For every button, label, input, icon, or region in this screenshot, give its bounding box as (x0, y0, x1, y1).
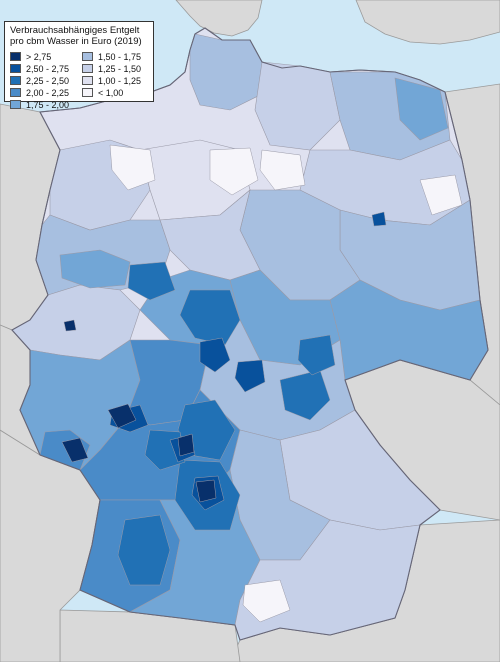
legend-swatch (10, 88, 21, 97)
district-cluster-fulda (179, 289, 241, 346)
legend-label: 2,00 - 2,25 (26, 87, 70, 98)
legend-swatch (82, 52, 93, 61)
legend-swatch (10, 76, 21, 85)
legend-label: 2,50 - 2,75 (26, 63, 70, 74)
germany-border (11, 27, 489, 641)
district-schwaebisch-hall (195, 479, 217, 503)
legend-label: 2,25 - 2,50 (26, 75, 70, 86)
district-regions (11, 33, 489, 641)
neighbor-sweden (355, 0, 500, 45)
region-vorpommern-coast (394, 77, 449, 141)
legend-label: 1,25 - 1,50 (98, 63, 142, 74)
district-cluster-weser (127, 261, 176, 301)
legend-title-line-2: pro cbm Wasser in Euro (2019) (10, 36, 142, 47)
district-lusatia-light (419, 174, 463, 216)
legend-swatch (82, 88, 93, 97)
legend-swatch (10, 52, 21, 61)
legend-swatch (10, 64, 21, 73)
legend-item-2-00-2-25: 2,00 - 2,25 (10, 87, 82, 98)
district-bavaria-light (242, 579, 291, 623)
district-cluster-black-forest (117, 514, 171, 586)
legend-swatch (82, 76, 93, 85)
district-potsdam (371, 211, 387, 227)
district-mittelhessen (199, 337, 231, 373)
district-spessart (177, 433, 195, 457)
legend-swatch (82, 64, 93, 73)
legend-label: 1,00 - 1,25 (98, 75, 142, 86)
legend-swatch (10, 100, 21, 109)
legend-label: > 2,75 (26, 51, 52, 62)
legend-item-1-75-2-00: 1,75 - 2,00 (10, 99, 82, 110)
district-rhein-sieg (63, 319, 77, 332)
district-emsland-light (109, 144, 156, 191)
legend-item-2-50-2-75: 2,50 - 2,75 (10, 63, 82, 74)
legend-item-2-25-2-50: 2,25 - 2,50 (10, 75, 82, 86)
neighbor-denmark (175, 0, 263, 37)
region-schleswig-holstein (189, 33, 263, 111)
legend-grid: > 2,75 1,50 - 1,75 2,50 - 2,75 1,25 - 1,… (10, 51, 148, 110)
legend-item-1-50-1-75: 1,50 - 1,75 (82, 51, 154, 62)
legend-label: < 1,00 (98, 87, 124, 98)
legend-item-1-00-1-25: 1,00 - 1,25 (82, 75, 154, 86)
map-legend: Verbrauchsabhängiges Entgelt pro cbm Was… (4, 21, 154, 110)
legend-label: 1,75 - 2,00 (26, 99, 70, 110)
district-eifel (61, 437, 89, 463)
district-hunsrueck (107, 403, 137, 429)
region-ruhr (59, 249, 131, 289)
legend-title-line-1: Verbrauchsabhängiges Entgelt (10, 25, 140, 36)
district-cluster-vogtland (297, 334, 336, 376)
district-altmark-light (259, 149, 306, 191)
legend-item-1-25-1-50: 1,25 - 1,50 (82, 63, 154, 74)
legend-item-lt-1-00: < 1,00 (82, 87, 154, 98)
district-thueringen-sued (234, 359, 266, 393)
legend-item-gt-2-75: > 2,75 (10, 51, 82, 62)
legend-label: 1,50 - 1,75 (98, 51, 142, 62)
district-weser-ems-light (209, 147, 259, 196)
